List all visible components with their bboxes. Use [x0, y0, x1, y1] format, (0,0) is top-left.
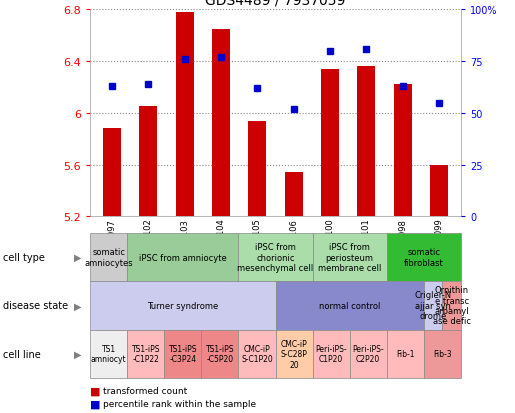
- Text: CMC-iP
S-C1P20: CMC-iP S-C1P20: [241, 344, 273, 363]
- Text: ▶: ▶: [74, 301, 81, 311]
- Text: transformed count: transformed count: [103, 386, 187, 395]
- Bar: [430, 165, 448, 217]
- Text: iPSC from amniocyte: iPSC from amniocyte: [139, 253, 227, 262]
- Text: iPSC from
chorionic
mesenchymal cell: iPSC from chorionic mesenchymal cell: [237, 242, 314, 272]
- Text: somatic
amniocytes: somatic amniocytes: [84, 248, 133, 267]
- Text: disease state: disease state: [3, 301, 67, 311]
- Bar: [321, 70, 339, 217]
- Text: CMC-iP
S-C28P
20: CMC-iP S-C28P 20: [281, 339, 307, 369]
- Text: Ornithin
e transc
arbamyl
ase defic: Ornithin e transc arbamyl ase defic: [433, 285, 471, 326]
- Bar: [103, 129, 121, 217]
- Text: ▶: ▶: [74, 252, 81, 262]
- Text: Turner syndrome: Turner syndrome: [147, 301, 218, 310]
- Text: ▶: ▶: [74, 349, 81, 359]
- Text: Fib-3: Fib-3: [433, 349, 452, 358]
- Bar: [285, 173, 303, 217]
- Text: TS1-iPS
-C3P24: TS1-iPS -C3P24: [168, 344, 197, 363]
- Text: TS1-iPS
-C1P22: TS1-iPS -C1P22: [131, 344, 160, 363]
- Text: Peri-iPS-
C2P20: Peri-iPS- C2P20: [352, 344, 384, 363]
- Bar: [176, 13, 194, 217]
- Text: TS1
amniocyt: TS1 amniocyt: [91, 344, 127, 363]
- Text: Crigler-N
ajjar syn
drome: Crigler-N ajjar syn drome: [415, 291, 452, 320]
- Text: ■: ■: [90, 385, 100, 395]
- Bar: [357, 67, 375, 217]
- Bar: [248, 121, 266, 217]
- Title: GDS4489 / 7937059: GDS4489 / 7937059: [205, 0, 346, 8]
- Bar: [393, 85, 412, 217]
- Text: cell type: cell type: [3, 252, 44, 262]
- Text: percentile rank within the sample: percentile rank within the sample: [103, 399, 256, 408]
- Text: somatic
fibroblast: somatic fibroblast: [404, 248, 444, 267]
- Text: iPSC from
periosteum
membrane cell: iPSC from periosteum membrane cell: [318, 242, 382, 272]
- Bar: [212, 30, 230, 217]
- Text: Fib-1: Fib-1: [396, 349, 415, 358]
- Text: TS1-iPS
-C5P20: TS1-iPS -C5P20: [205, 344, 234, 363]
- Text: Peri-iPS-
C1P20: Peri-iPS- C1P20: [315, 344, 347, 363]
- Text: cell line: cell line: [3, 349, 40, 359]
- Bar: [139, 107, 158, 217]
- Text: ■: ■: [90, 399, 100, 409]
- Text: normal control: normal control: [319, 301, 381, 310]
